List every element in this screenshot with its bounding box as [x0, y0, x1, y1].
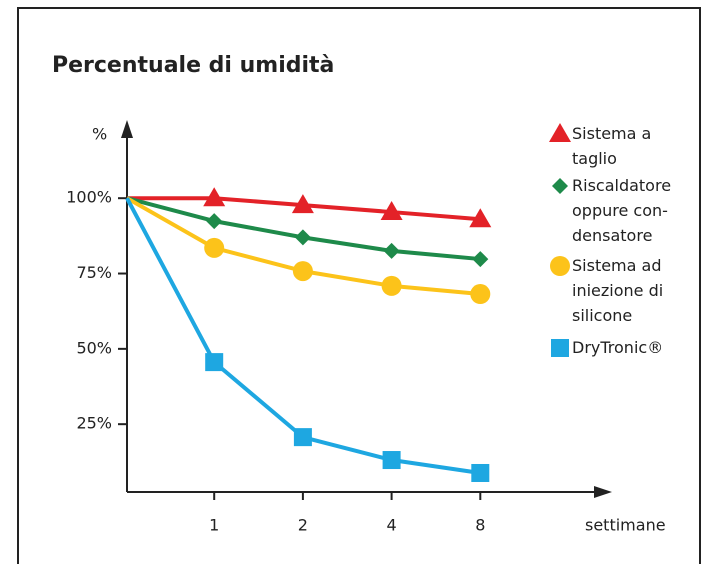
legend-label: Sistema ad iniezione di silicone: [572, 256, 663, 325]
y-tick-label: 25%: [76, 414, 112, 433]
y-tick-label: 75%: [76, 263, 112, 282]
frame: [17, 7, 701, 564]
marker: [205, 353, 224, 372]
marker: [382, 451, 401, 470]
marker: [294, 229, 311, 246]
y-axis-label: %: [92, 125, 107, 144]
legend-label: Riscaldatore oppure con-densatore: [572, 176, 671, 245]
marker: [203, 187, 226, 207]
marker: [293, 428, 312, 447]
marker: [381, 275, 402, 296]
legend-marker: [550, 256, 570, 276]
marker: [292, 261, 313, 282]
marker: [206, 213, 223, 230]
x-arrow: [594, 486, 612, 498]
marker: [471, 463, 490, 482]
y-tick-label: 50%: [76, 338, 112, 357]
legend-label: DryTronic®: [572, 338, 663, 357]
legend-marker: [551, 339, 569, 357]
y-arrow: [121, 120, 133, 138]
marker: [383, 242, 400, 259]
marker: [291, 194, 314, 214]
legend-marker: [549, 123, 571, 142]
x-tick-label: 2: [298, 516, 308, 535]
y-tick-label: 100%: [66, 188, 112, 207]
legend-marker: [552, 178, 568, 194]
x-tick-label: 1: [209, 516, 219, 535]
marker: [472, 251, 489, 268]
marker: [470, 284, 491, 305]
x-tick-label: 8: [475, 516, 485, 535]
marker: [469, 208, 492, 228]
legend-label: Sistema a taglio: [572, 124, 651, 168]
x-axis-label: settimane: [585, 516, 666, 535]
chart-title: Percentuale di umidità: [52, 53, 334, 78]
x-tick-label: 4: [387, 516, 397, 535]
marker: [380, 201, 403, 221]
marker: [204, 237, 225, 258]
